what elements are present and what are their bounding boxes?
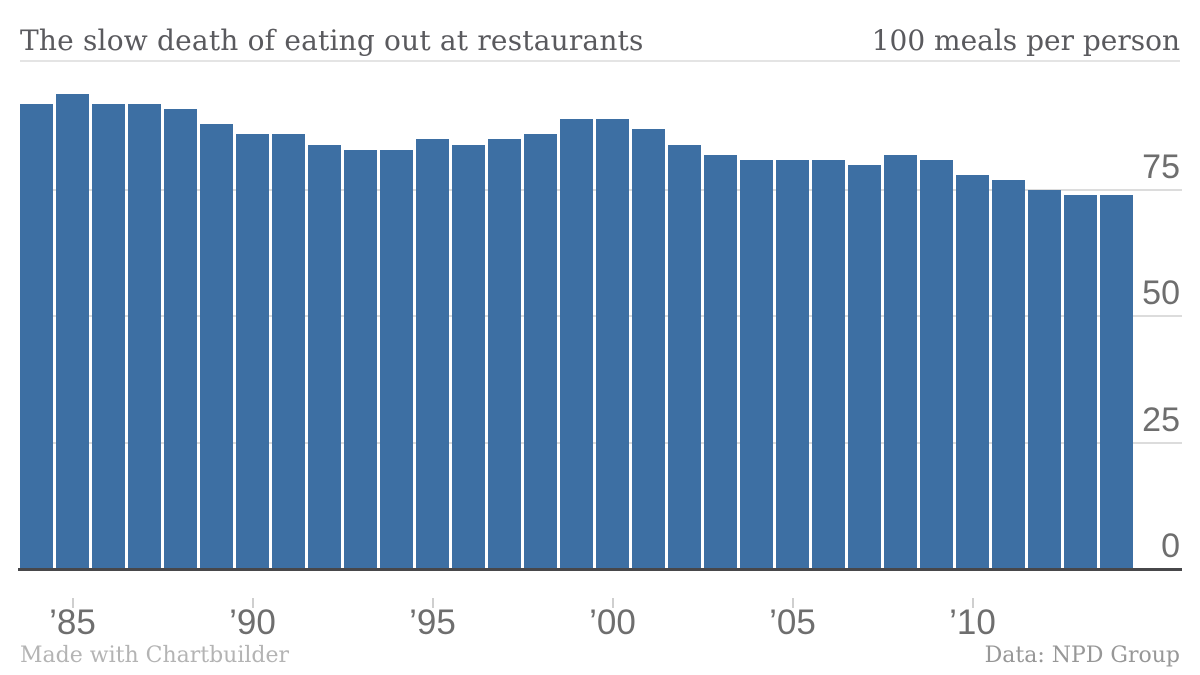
bar-2005 — [776, 159, 809, 569]
footer-credit: Made with Chartbuilder — [20, 643, 290, 668]
bar-2002 — [668, 144, 701, 569]
bar-1997 — [488, 139, 521, 569]
bar-1996 — [452, 144, 485, 569]
bar-2004 — [740, 159, 773, 569]
bar-1988 — [164, 109, 197, 569]
bar-2007 — [848, 164, 881, 569]
x-tick-mark-1985 — [71, 598, 74, 608]
x-axis-label-2010: ’10 — [949, 603, 996, 642]
bar-1991 — [272, 134, 305, 569]
footer-source: Data: NPD Group — [984, 643, 1180, 668]
bar-1985 — [56, 93, 89, 569]
x-axis-label-2000: ’00 — [589, 603, 636, 642]
x-axis-label-2005: ’05 — [769, 603, 816, 642]
bar-1995 — [416, 139, 449, 569]
bar-1999 — [560, 119, 593, 569]
bar-2000 — [596, 119, 629, 569]
x-tick-mark-1990 — [251, 598, 254, 608]
bar-1990 — [236, 134, 269, 569]
y-axis-label-75: 75 — [1142, 148, 1180, 186]
bar-1992 — [308, 144, 341, 569]
x-tick-mark-2000 — [611, 598, 614, 608]
bar-2003 — [704, 154, 737, 569]
title-divider-rule — [20, 60, 1180, 62]
bar-1986 — [92, 104, 125, 569]
x-axis-label-1990: ’90 — [229, 603, 276, 642]
x-tick-mark-1995 — [431, 598, 434, 608]
y-axis-label-0: 0 — [1161, 527, 1180, 565]
bar-2013 — [1064, 195, 1097, 569]
x-axis-label-1995: ’95 — [409, 603, 456, 642]
bar-1987 — [128, 104, 161, 569]
x-tick-mark-2010 — [971, 598, 974, 608]
x-axis-label-1985: ’85 — [49, 603, 96, 642]
bar-1998 — [524, 134, 557, 569]
bar-2014 — [1100, 195, 1133, 569]
x-axis-line — [18, 568, 1182, 571]
y-axis-label-25: 25 — [1142, 400, 1180, 439]
bar-2009 — [920, 159, 953, 569]
x-tick-mark-2005 — [791, 598, 794, 608]
bar-2006 — [812, 159, 845, 569]
chart-unit-label: 100 meals per person — [871, 24, 1180, 57]
y-axis-label-50: 50 — [1142, 274, 1180, 313]
bar-2001 — [632, 129, 665, 569]
bar-2008 — [884, 154, 917, 569]
bar-1984 — [20, 104, 53, 569]
bar-1994 — [380, 149, 413, 569]
bar-2012 — [1028, 190, 1061, 569]
bar-2010 — [956, 174, 989, 569]
chart-title: The slow death of eating out at restaura… — [20, 24, 644, 57]
bar-1989 — [200, 124, 233, 569]
bar-2011 — [992, 179, 1025, 569]
bar-1993 — [344, 149, 377, 569]
